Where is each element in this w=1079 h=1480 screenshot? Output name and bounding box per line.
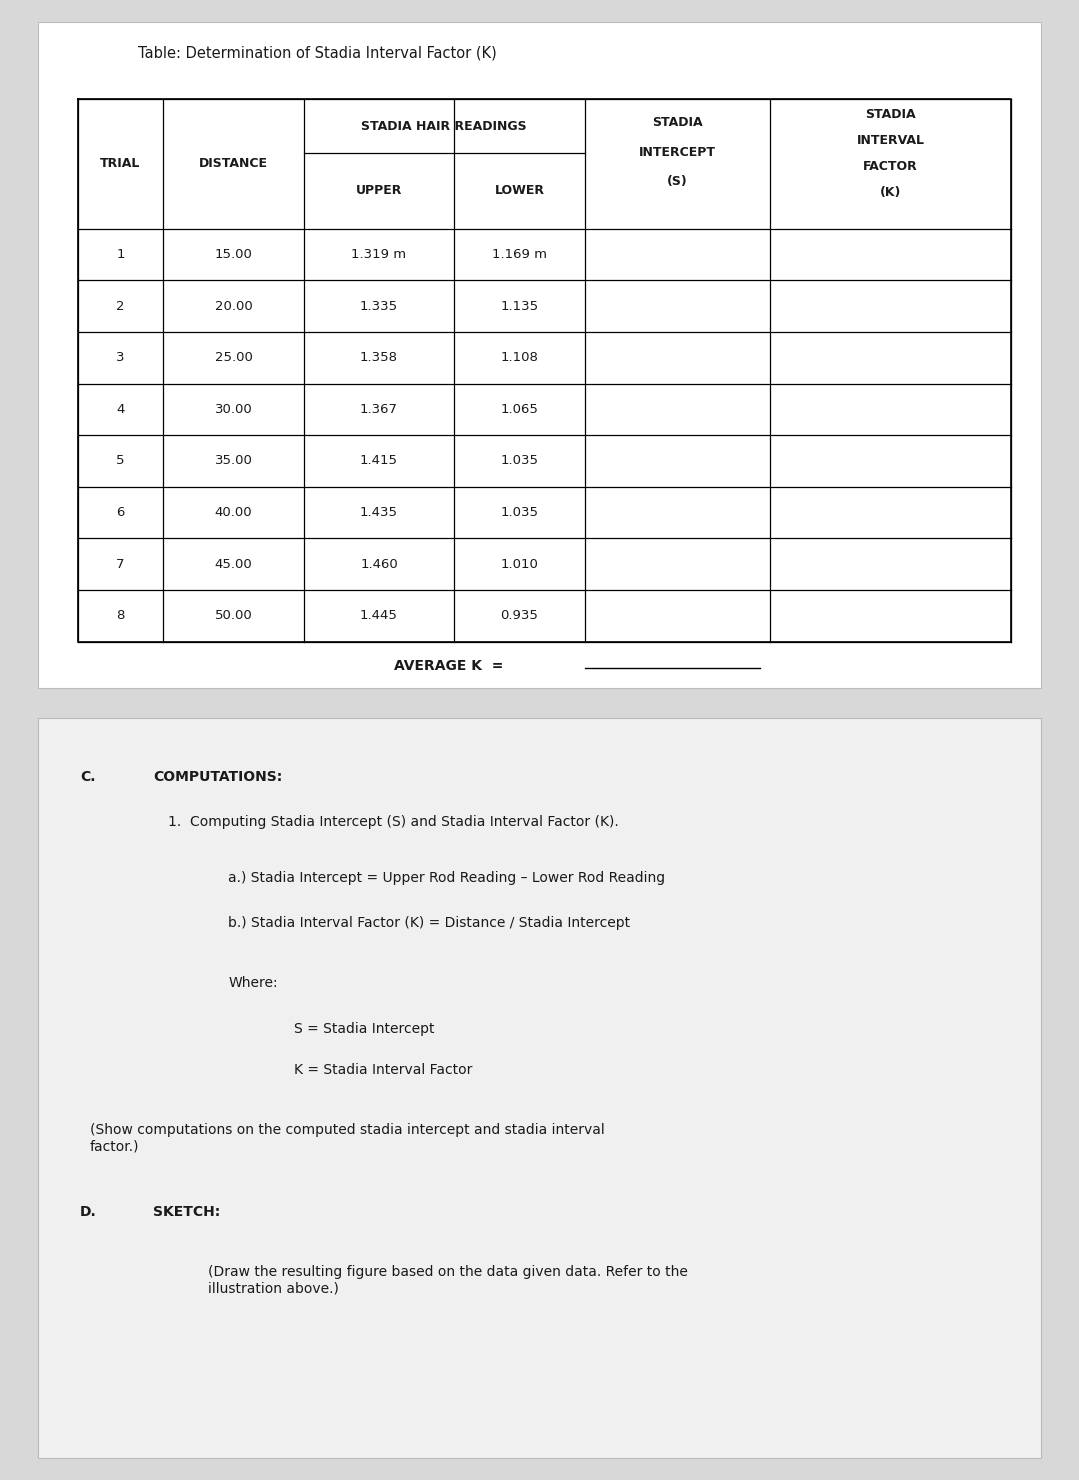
Text: (S): (S) bbox=[667, 176, 687, 188]
Text: b.) Stadia Interval Factor (K) = Distance / Stadia Intercept: b.) Stadia Interval Factor (K) = Distanc… bbox=[229, 916, 630, 931]
Text: a.) Stadia Intercept = Upper Rod Reading – Lower Rod Reading: a.) Stadia Intercept = Upper Rod Reading… bbox=[229, 870, 666, 885]
FancyBboxPatch shape bbox=[38, 22, 1041, 688]
Text: S = Stadia Intercept: S = Stadia Intercept bbox=[293, 1021, 434, 1036]
Text: SKETCH:: SKETCH: bbox=[153, 1205, 220, 1220]
FancyBboxPatch shape bbox=[38, 718, 1041, 1458]
Text: 6: 6 bbox=[117, 506, 125, 519]
Text: 40.00: 40.00 bbox=[215, 506, 252, 519]
Text: INTERCEPT: INTERCEPT bbox=[639, 145, 716, 158]
Text: 20.00: 20.00 bbox=[215, 299, 252, 312]
Text: Where:: Where: bbox=[229, 977, 278, 990]
Text: 45.00: 45.00 bbox=[215, 558, 252, 571]
Text: 7: 7 bbox=[117, 558, 125, 571]
Text: 15.00: 15.00 bbox=[215, 249, 252, 260]
Text: C.: C. bbox=[80, 770, 95, 783]
Text: 1.367: 1.367 bbox=[360, 403, 398, 416]
Text: 8: 8 bbox=[117, 610, 125, 622]
Text: 1.358: 1.358 bbox=[360, 351, 398, 364]
Text: 1.335: 1.335 bbox=[360, 299, 398, 312]
Text: 1.445: 1.445 bbox=[360, 610, 398, 622]
Text: 1: 1 bbox=[117, 249, 125, 260]
Text: 1.035: 1.035 bbox=[501, 454, 538, 468]
Text: K = Stadia Interval Factor: K = Stadia Interval Factor bbox=[293, 1063, 472, 1077]
Text: 1.319 m: 1.319 m bbox=[352, 249, 407, 260]
Text: 5: 5 bbox=[117, 454, 125, 468]
Text: LOWER: LOWER bbox=[494, 185, 545, 197]
Text: 4: 4 bbox=[117, 403, 125, 416]
Text: 25.00: 25.00 bbox=[215, 351, 252, 364]
Text: STADIA: STADIA bbox=[865, 108, 916, 121]
Text: UPPER: UPPER bbox=[356, 185, 402, 197]
Text: 3: 3 bbox=[117, 351, 125, 364]
Text: 0.935: 0.935 bbox=[501, 610, 538, 622]
Text: D.: D. bbox=[80, 1205, 97, 1220]
Text: 1.435: 1.435 bbox=[360, 506, 398, 519]
Text: 50.00: 50.00 bbox=[215, 610, 252, 622]
Text: INTERVAL: INTERVAL bbox=[857, 133, 925, 147]
Text: 1.035: 1.035 bbox=[501, 506, 538, 519]
Text: COMPUTATIONS:: COMPUTATIONS: bbox=[153, 770, 283, 783]
Text: 1.135: 1.135 bbox=[501, 299, 538, 312]
Text: 2: 2 bbox=[117, 299, 125, 312]
Text: 1.065: 1.065 bbox=[501, 403, 538, 416]
Text: Table: Determination of Stadia Interval Factor (K): Table: Determination of Stadia Interval … bbox=[138, 46, 496, 61]
Text: 1.460: 1.460 bbox=[360, 558, 398, 571]
Text: 30.00: 30.00 bbox=[215, 403, 252, 416]
Text: STADIA: STADIA bbox=[652, 115, 702, 129]
Text: 35.00: 35.00 bbox=[215, 454, 252, 468]
Text: TRIAL: TRIAL bbox=[100, 157, 140, 170]
Text: DISTANCE: DISTANCE bbox=[199, 157, 268, 170]
Text: 1.108: 1.108 bbox=[501, 351, 538, 364]
Text: FACTOR: FACTOR bbox=[863, 160, 918, 173]
Text: AVERAGE K  =: AVERAGE K = bbox=[394, 659, 504, 673]
Text: STADIA HAIR READINGS: STADIA HAIR READINGS bbox=[361, 120, 527, 133]
Text: (Show computations on the computed stadia intercept and stadia interval
factor.): (Show computations on the computed stadi… bbox=[90, 1123, 604, 1153]
Text: 1.010: 1.010 bbox=[501, 558, 538, 571]
Text: 1.  Computing Stadia Intercept (S) and Stadia Interval Factor (K).: 1. Computing Stadia Intercept (S) and St… bbox=[168, 815, 619, 829]
Text: 1.169 m: 1.169 m bbox=[492, 249, 547, 260]
Text: (Draw the resulting figure based on the data given data. Refer to the
illustrati: (Draw the resulting figure based on the … bbox=[208, 1265, 688, 1295]
Text: 1.415: 1.415 bbox=[360, 454, 398, 468]
Text: (K): (K) bbox=[880, 186, 901, 198]
